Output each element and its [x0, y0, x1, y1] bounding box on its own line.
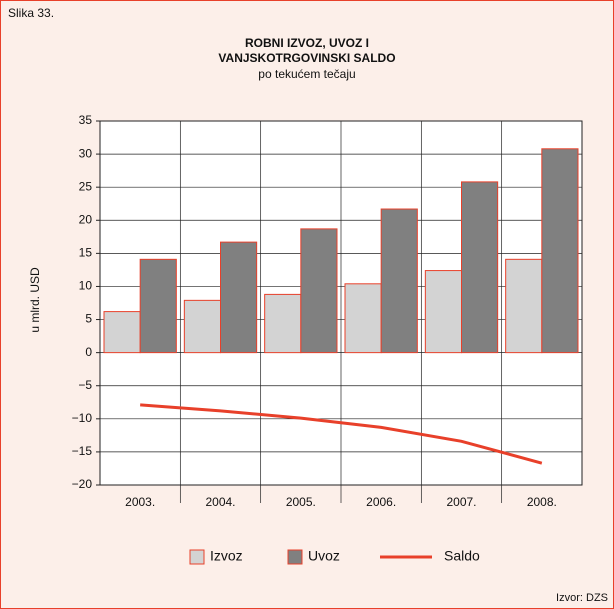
- source: Izvor: DZS: [556, 592, 608, 604]
- y-tick-label: 35: [79, 113, 93, 127]
- bar: [461, 181, 499, 354]
- bar: [139, 258, 177, 354]
- y-tick-label: 10: [79, 279, 93, 293]
- bar: [183, 299, 221, 354]
- chart-title: ROBNI IZVOZ, UVOZ I: [245, 36, 369, 50]
- figure-label: Slika 33.: [8, 6, 54, 20]
- plot-border: [99, 120, 583, 486]
- x-tick-label: 2004.: [205, 495, 235, 509]
- legend-label: Saldo: [444, 548, 480, 564]
- bar: [300, 228, 338, 354]
- y-tick-label: 25: [79, 179, 93, 193]
- bar: [380, 208, 418, 354]
- bar: [344, 283, 382, 354]
- y-tick-label: −15: [72, 444, 93, 458]
- bar: [264, 293, 302, 354]
- y-tick-label: 5: [85, 312, 92, 326]
- chart-title: VANJSKOTRGOVINSKI SALDO: [218, 51, 395, 65]
- y-tick-label: 0: [85, 345, 92, 359]
- bar: [424, 270, 463, 354]
- x-tick-label: 2003.: [125, 495, 155, 509]
- y-tick-label: −20: [72, 477, 93, 491]
- x-tick-label: 2006.: [366, 495, 396, 509]
- y-tick-label: 30: [79, 146, 93, 160]
- x-tick-label: 2005.: [286, 495, 316, 509]
- bar: [541, 148, 579, 354]
- y-tick-label: 20: [79, 212, 93, 226]
- chart-subtitle: po tekućem tečaju: [258, 67, 355, 81]
- bar: [220, 241, 258, 354]
- x-tick-label: 2008.: [527, 495, 557, 509]
- y-tick-label: 15: [79, 246, 93, 260]
- legend-label: Izvoz: [210, 548, 243, 564]
- y-tick-label: −5: [78, 378, 92, 392]
- y-axis-label: u mlrd. USD: [28, 267, 42, 333]
- line: [140, 403, 543, 465]
- legend-label: Uvoz: [308, 548, 340, 564]
- x-tick-label: 2007.: [446, 495, 476, 509]
- y-tick-label: −10: [72, 411, 93, 425]
- legend-swatch: [189, 549, 205, 565]
- legend-swatch: [287, 549, 303, 565]
- bar: [103, 311, 141, 354]
- bar: [505, 258, 543, 354]
